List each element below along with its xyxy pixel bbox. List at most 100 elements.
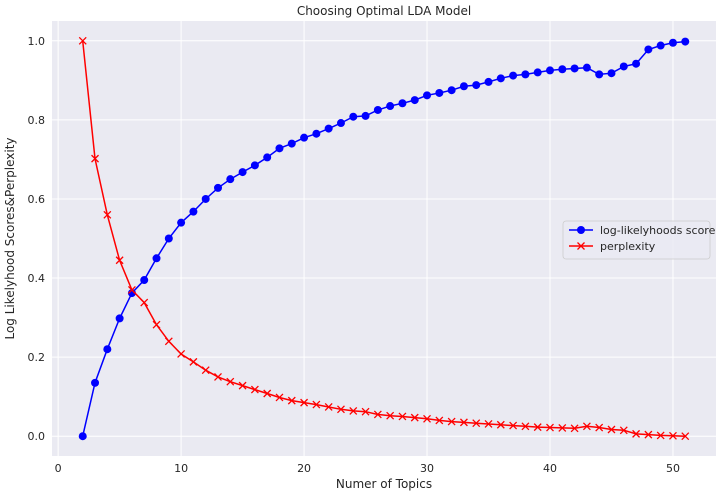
data-point xyxy=(410,96,419,105)
data-point xyxy=(361,111,370,120)
data-point xyxy=(152,320,161,329)
data-point xyxy=(632,59,641,68)
data-point xyxy=(607,69,616,78)
data-point xyxy=(263,153,272,162)
data-point xyxy=(472,81,481,90)
data-point xyxy=(91,154,99,163)
data-point xyxy=(78,36,87,45)
data-point xyxy=(324,124,333,133)
data-point xyxy=(546,423,554,432)
data-point xyxy=(214,372,222,381)
data-point xyxy=(546,66,554,75)
data-point xyxy=(226,175,235,184)
data-point xyxy=(595,70,604,79)
data-point xyxy=(324,403,333,411)
y-tick-label: 0.0 xyxy=(28,430,46,443)
data-point xyxy=(533,423,542,432)
data-point xyxy=(447,86,456,95)
data-point xyxy=(201,366,210,375)
data-point xyxy=(632,429,641,438)
legend: log-likelyhoods score perplexity xyxy=(562,220,716,260)
data-point xyxy=(681,432,690,441)
tick-labels: 0 10 20 30 40 50 0.0 0.2 0.4 0.6 0.8 1.0 xyxy=(28,35,680,475)
data-point xyxy=(459,82,468,91)
data-point xyxy=(619,426,628,435)
legend-marker xyxy=(577,226,585,234)
data-point xyxy=(386,102,395,111)
legend-frame xyxy=(562,220,711,260)
data-point xyxy=(349,112,358,121)
y-tick-label: 0.8 xyxy=(28,114,46,127)
data-point xyxy=(336,119,345,128)
data-point xyxy=(78,432,87,441)
data-point xyxy=(287,396,296,405)
data-point xyxy=(287,139,296,148)
data-point xyxy=(349,406,358,415)
data-point xyxy=(669,431,677,440)
x-tick-label: 40 xyxy=(543,462,557,475)
data-point xyxy=(373,410,382,419)
data-point xyxy=(250,385,259,394)
data-point xyxy=(140,298,149,307)
data-point xyxy=(435,416,444,425)
data-point xyxy=(373,105,382,114)
data-point xyxy=(582,422,591,431)
series-layer xyxy=(78,36,690,441)
data-point xyxy=(398,99,407,108)
data-point xyxy=(644,430,653,439)
data-point xyxy=(140,276,149,285)
data-point xyxy=(570,424,579,433)
data-point xyxy=(558,65,567,74)
x-tick-label: 50 xyxy=(666,462,680,475)
data-point xyxy=(300,133,309,142)
data-point xyxy=(238,168,247,177)
data-point xyxy=(619,62,628,71)
y-tick-label: 0.2 xyxy=(28,351,46,364)
data-point xyxy=(656,431,665,440)
data-point xyxy=(177,350,186,358)
data-point xyxy=(423,91,432,100)
data-point xyxy=(312,400,321,409)
data-point xyxy=(250,161,259,170)
data-point xyxy=(226,377,235,386)
data-point xyxy=(115,314,124,323)
data-point xyxy=(189,207,198,216)
data-point xyxy=(91,378,100,387)
data-point xyxy=(238,381,247,390)
data-point xyxy=(668,38,677,47)
data-point xyxy=(496,74,505,83)
data-point xyxy=(103,345,112,354)
series-2 xyxy=(78,36,690,441)
data-point xyxy=(386,411,395,420)
legend-label: log-likelyhoods score xyxy=(600,224,716,237)
data-point xyxy=(164,337,173,346)
data-point xyxy=(607,425,616,434)
data-point xyxy=(521,70,530,79)
data-point xyxy=(447,417,456,426)
y-axis-label: Log Likelyhood Scores&Perplexity xyxy=(3,137,17,339)
y-tick-label: 0.4 xyxy=(28,272,46,285)
data-point xyxy=(582,63,591,72)
data-point xyxy=(484,420,493,428)
data-point xyxy=(656,41,665,50)
data-point xyxy=(177,218,186,227)
data-point xyxy=(398,412,407,421)
data-point xyxy=(509,421,518,430)
data-point xyxy=(127,285,136,294)
x-tick-label: 30 xyxy=(420,462,434,475)
data-point xyxy=(361,407,370,416)
x-tick-label: 10 xyxy=(174,462,188,475)
data-point xyxy=(509,71,518,80)
data-point xyxy=(103,210,112,219)
data-point xyxy=(496,420,505,429)
data-point xyxy=(275,144,284,153)
data-point xyxy=(595,423,604,432)
y-tick-label: 1.0 xyxy=(28,35,46,48)
data-point xyxy=(681,37,690,46)
series-1 xyxy=(78,37,690,441)
data-point xyxy=(423,414,431,423)
y-tick-label: 0.6 xyxy=(28,193,46,206)
data-point xyxy=(533,68,542,77)
